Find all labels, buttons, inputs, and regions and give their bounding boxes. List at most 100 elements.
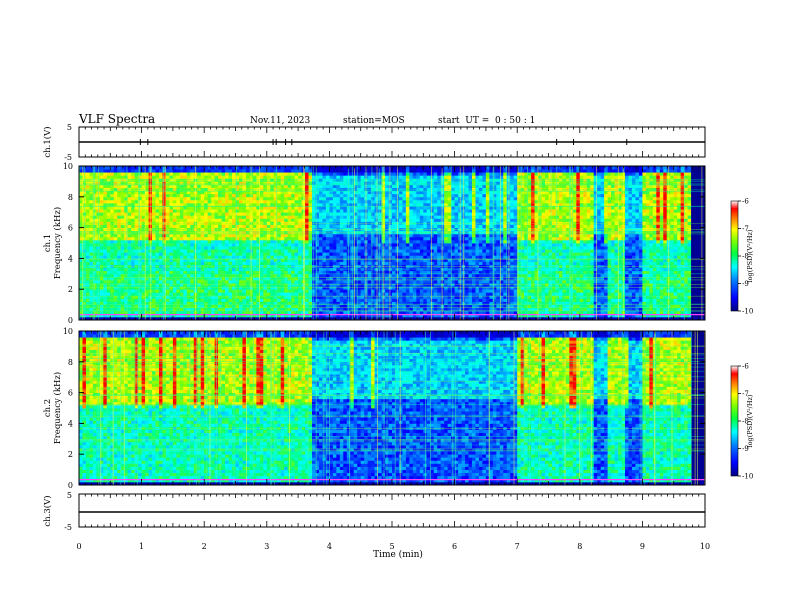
spectrogram-cell	[325, 273, 330, 278]
spectrogram-cell	[256, 199, 261, 204]
spectrogram-cell	[398, 289, 403, 293]
spectrogram-cell	[225, 215, 229, 219]
spectrogram-cell	[280, 255, 285, 259]
spectrogram-cell	[225, 273, 229, 278]
spectrogram-cell	[402, 221, 407, 225]
spectrogram-cell	[374, 283, 379, 287]
spectrogram-cell	[371, 184, 376, 188]
spectrogram-cell	[339, 310, 344, 315]
spectrogram-cell	[152, 279, 156, 284]
spectrogram-cell	[165, 193, 170, 198]
spectrogram-cell	[357, 276, 362, 281]
spectrogram-cell	[79, 258, 83, 262]
spectrogram-cell	[162, 175, 167, 179]
spectrogram-cell	[378, 270, 382, 275]
spectrogram-cell	[325, 233, 330, 238]
spectrogram-cell	[325, 209, 330, 213]
spectrogram-cell	[162, 313, 167, 318]
spectrogram-cell	[218, 289, 222, 293]
spectrogram-cell	[305, 249, 309, 253]
spectrogram-cell	[385, 289, 389, 293]
spectrogram-cell	[103, 206, 108, 210]
spectrogram-cell	[218, 304, 222, 309]
spectrogram-cell	[298, 249, 302, 253]
spectrogram-cell	[325, 276, 330, 281]
spectrogram-cell	[225, 243, 229, 247]
spectrogram-cell	[294, 215, 299, 219]
spectrogram-cell	[141, 199, 146, 204]
spectrogram-cell	[204, 276, 209, 281]
spectrogram-cell	[200, 169, 205, 173]
spectrogram-cell	[190, 301, 195, 305]
spectrogram-cell	[155, 227, 160, 232]
spectrogram-cell	[225, 252, 229, 256]
spectrogram-cell	[120, 202, 125, 207]
spectrogram-cell	[89, 209, 94, 213]
spectrogram-cell	[242, 246, 247, 250]
spectrogram-cell	[266, 249, 271, 253]
spectrogram-cell	[280, 313, 285, 318]
spectrogram-cell	[305, 292, 309, 296]
spectrogram-cell	[106, 310, 111, 315]
spectrogram-cell	[392, 289, 396, 293]
spectrogram-cell	[141, 276, 146, 281]
spectrogram-cell	[162, 202, 167, 207]
spectrogram-cell	[322, 246, 327, 250]
spectrogram-cell	[169, 218, 174, 222]
spectrogram-cell	[325, 187, 330, 192]
spectrogram-cell	[99, 270, 104, 275]
spectrogram-cell	[374, 279, 379, 284]
spectrogram-cell	[179, 187, 184, 192]
spectrogram-cell	[158, 227, 163, 232]
spectrogram-cell	[228, 283, 233, 287]
spectrogram-cell	[158, 304, 163, 309]
spectrogram-cell	[124, 175, 129, 179]
spectrogram-cell	[405, 289, 410, 293]
spectrogram-cell	[197, 246, 202, 250]
spectrogram-cell	[277, 187, 282, 192]
spectrogram-cell	[124, 184, 129, 188]
spectrogram-cell	[280, 212, 285, 216]
spectrogram-cell	[207, 276, 212, 281]
spectrogram-cell	[405, 187, 410, 192]
spectrogram-cell	[357, 172, 362, 176]
spectrogram-cell	[79, 313, 83, 318]
spectrogram-cell	[214, 252, 219, 256]
spectrogram-cell	[134, 181, 139, 185]
spectrogram-cell	[398, 316, 403, 320]
spectrogram-cell	[353, 292, 358, 296]
spectrogram-cell	[371, 258, 376, 262]
spectrogram-cell	[305, 206, 309, 210]
spectrogram-cell	[155, 313, 160, 318]
spectrogram-cell	[172, 292, 177, 296]
spectrogram-cell	[305, 243, 309, 247]
spectrogram-cell	[89, 310, 94, 315]
spectrogram-cell	[245, 202, 250, 207]
spectrogram-cell	[332, 289, 337, 293]
spectrogram-cell	[388, 169, 393, 173]
spectrogram-cell	[252, 196, 257, 201]
spectrogram-cell	[124, 295, 129, 299]
spectrogram-cell	[332, 264, 337, 269]
spectrogram-cell	[113, 273, 118, 278]
spectrogram-cell	[305, 273, 309, 278]
spectrogram-cell	[179, 227, 184, 232]
spectrogram-cell	[124, 255, 129, 259]
spectrogram-cell	[343, 264, 348, 269]
spectrogram-cell	[179, 301, 184, 305]
spectrogram-cell	[106, 301, 111, 305]
spectrogram-cell	[256, 279, 261, 284]
spectrogram-cell	[294, 209, 299, 213]
spectrogram-cell	[218, 261, 222, 265]
spectrogram-cell	[103, 184, 108, 188]
spectrogram-cell	[214, 202, 219, 207]
spectrogram-cell	[423, 307, 428, 312]
spectrogram-cell	[329, 172, 334, 176]
spectrogram-cell	[204, 212, 209, 216]
spectrogram-cell	[169, 175, 174, 179]
spectrogram-cell	[186, 279, 191, 284]
spectrogram-cell	[221, 295, 226, 299]
spectrogram-cell	[339, 199, 344, 204]
spectrogram-cell	[336, 221, 341, 225]
spectrogram-cell	[124, 273, 129, 278]
